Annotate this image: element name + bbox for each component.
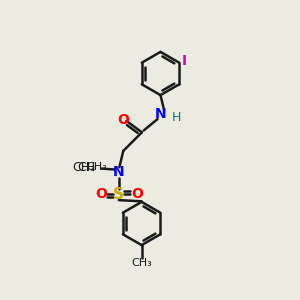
Text: N: N <box>113 166 124 179</box>
Text: N: N <box>155 107 166 121</box>
Text: CH₃: CH₃ <box>87 162 108 172</box>
Text: H: H <box>172 111 181 124</box>
Text: I: I <box>182 54 187 68</box>
Text: CH: CH <box>78 160 96 174</box>
Text: S: S <box>113 187 124 202</box>
Text: CH₃: CH₃ <box>73 160 96 174</box>
Text: CH₃: CH₃ <box>131 258 152 268</box>
Text: O: O <box>131 187 143 200</box>
Text: O: O <box>95 187 107 200</box>
Text: O: O <box>117 113 129 127</box>
